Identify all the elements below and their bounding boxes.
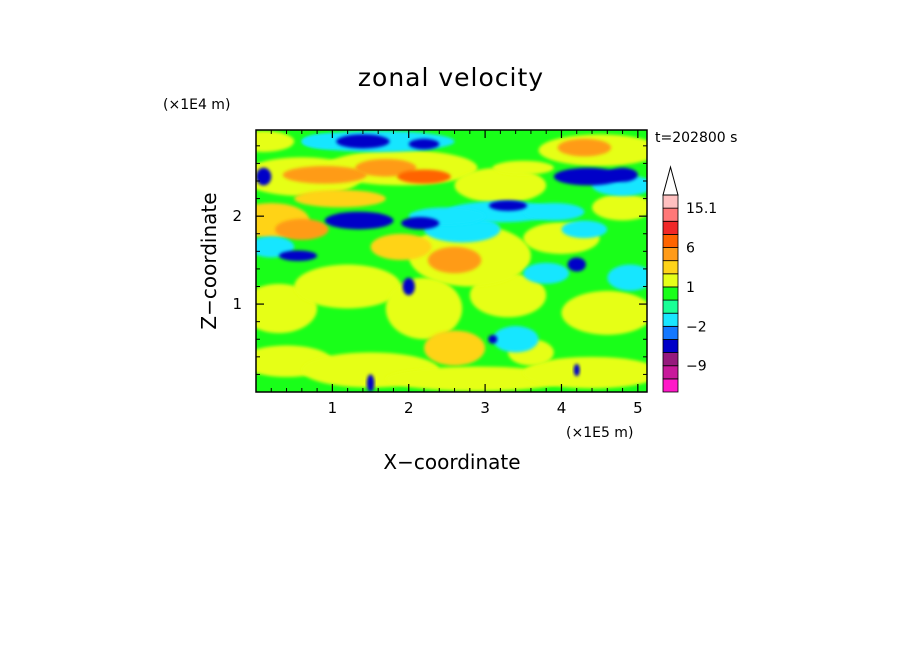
colorbar-box	[662, 247, 679, 262]
field-patch	[366, 374, 375, 392]
field-patch	[256, 167, 272, 186]
colorbar-box	[662, 207, 679, 222]
colorbar-label-5: −9	[686, 359, 707, 375]
colorbar-box	[662, 220, 679, 235]
field-patch	[567, 257, 586, 272]
chart-title: zonal velocity	[358, 63, 544, 92]
field-patch	[355, 159, 417, 177]
colorbar-box	[662, 299, 679, 314]
colorbar-box	[662, 273, 679, 288]
field-patch	[557, 138, 612, 157]
time-label: t=202800 s	[655, 130, 737, 146]
field-patch	[492, 160, 554, 175]
field-patch	[561, 290, 647, 335]
field-patch	[607, 167, 638, 182]
field-patch	[488, 334, 498, 344]
plot-frame	[255, 129, 648, 393]
field-patch	[561, 220, 608, 239]
field-patch	[424, 330, 486, 366]
field-patch	[385, 277, 463, 340]
x-tick-label-5: 5	[633, 399, 643, 417]
x-tick-label-2: 2	[404, 399, 414, 417]
field-patch	[402, 277, 415, 296]
colorbar-box	[662, 339, 679, 354]
x-tick-label-1: 1	[328, 399, 338, 417]
field-patch	[278, 250, 318, 261]
y-tick-label-1: 1	[232, 295, 242, 313]
heatmap-field	[256, 130, 647, 392]
field-patch	[523, 262, 570, 284]
x-axis-label: X−coordinate	[383, 450, 520, 474]
field-patch	[607, 264, 647, 291]
colorbar-box	[662, 260, 679, 275]
field-patch	[401, 217, 440, 230]
colorbar-box	[662, 286, 679, 301]
field-patch	[324, 211, 394, 230]
field-patch	[553, 167, 623, 186]
y-axis: 12	[232, 145, 647, 375]
field-patch	[427, 246, 482, 274]
field-patch	[370, 233, 432, 261]
colorbar-box	[662, 325, 679, 340]
colorbar-box	[662, 233, 679, 248]
field-patch	[294, 264, 402, 309]
field-patch	[397, 169, 451, 184]
x-tick-label-4: 4	[557, 399, 567, 417]
field-patch	[256, 130, 295, 152]
field-patch	[523, 356, 647, 389]
colorbar-box	[662, 312, 679, 327]
field-patch	[282, 166, 367, 184]
x-axis: 1 2 3 4 5	[270, 130, 643, 417]
field-patch	[408, 138, 440, 150]
colorbar: 15.1 6 1 −2 −9	[662, 165, 717, 393]
colorbar-label-1: 15.1	[686, 201, 717, 217]
y-tick-label-2: 2	[232, 207, 242, 225]
field-patch	[523, 202, 585, 221]
x-unit-label: (×1E5 m)	[566, 425, 633, 441]
field-patch	[488, 200, 528, 211]
colorbar-label-3: 1	[686, 280, 695, 296]
field-patch	[454, 167, 547, 203]
x-tick-label-3: 3	[480, 399, 490, 417]
field-patch	[301, 134, 348, 149]
field-patch	[275, 218, 329, 240]
field-patch	[592, 194, 647, 221]
field-patch	[294, 189, 386, 208]
colorbar-box	[662, 365, 679, 380]
y-axis-label: Z−coordinate	[197, 192, 221, 329]
colorbar-box	[662, 378, 679, 393]
colorbar-extension-arrow	[662, 165, 679, 196]
colorbar-box	[662, 194, 679, 209]
colorbar-label-4: −2	[686, 319, 707, 335]
field-patch	[573, 363, 580, 377]
colorbar-label-2: 6	[686, 241, 695, 257]
field-patch	[492, 326, 539, 353]
y-unit-label: (×1E4 m)	[163, 97, 230, 113]
colorbar-box	[662, 352, 679, 367]
field-patch	[336, 134, 390, 149]
